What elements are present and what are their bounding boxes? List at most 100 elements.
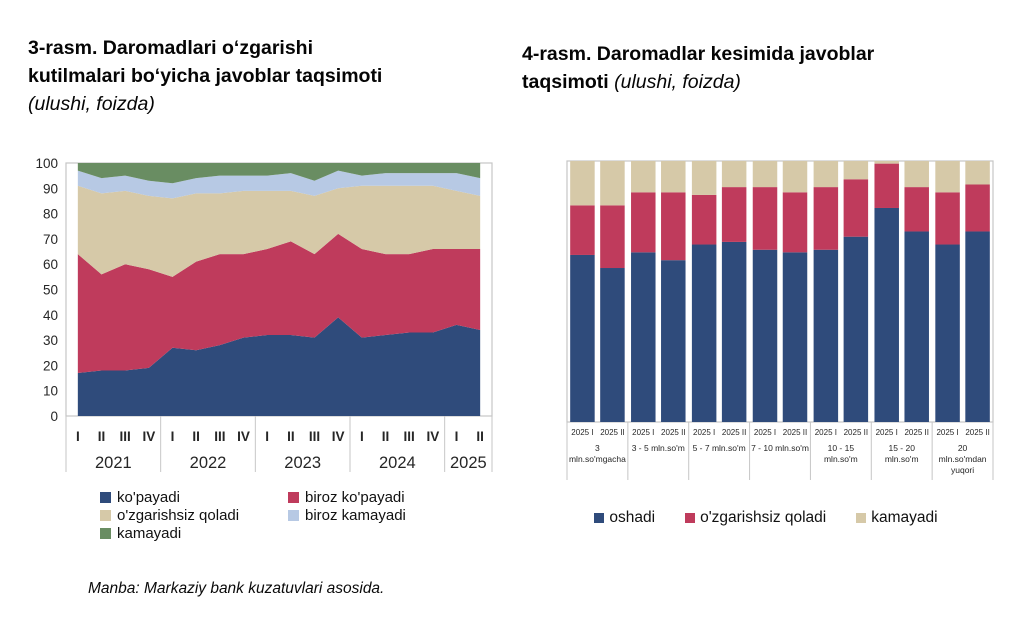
group-label: 20 <box>958 443 968 453</box>
bar-segment-2 <box>813 161 839 188</box>
legend-item-4: kamayadi <box>100 525 288 542</box>
year-label: 2025 <box>450 454 487 472</box>
left-title-line2: kutilmalari boʻyicha javoblar taqsimoti <box>28 65 383 87</box>
quarter-label: IV <box>237 429 250 444</box>
bar-label: 2025 II <box>600 428 624 437</box>
bar-segment-2 <box>935 161 960 193</box>
y-tick-label: 20 <box>43 358 58 373</box>
bar-segment-1 <box>935 192 960 245</box>
bar-label: 2025 II <box>965 428 989 437</box>
bar-label: 2025 I <box>632 428 654 437</box>
bar-segment-2 <box>965 161 990 185</box>
legend-swatch-icon <box>100 528 111 539</box>
plot-border <box>566 160 994 423</box>
bar-label: 2025 II <box>844 428 868 437</box>
quarter-label: I <box>265 429 269 444</box>
bar-segment-1 <box>813 187 839 250</box>
bar-segment-2 <box>691 161 717 195</box>
legend-item-2: kamayadi <box>856 509 938 527</box>
bar-segment-0 <box>721 241 747 422</box>
bar-label: 2025 I <box>571 428 593 437</box>
quarter-label: IV <box>142 429 155 444</box>
quarter-label: II <box>192 429 200 444</box>
group-label: mln.so'mgacha <box>569 454 626 464</box>
bar-segment-1 <box>965 184 990 232</box>
bar-segment-2 <box>631 161 656 193</box>
left-chart-title: 3-rasm. Daromadlari oʻzgarishi kutilmala… <box>28 34 510 118</box>
bar-segment-1 <box>874 163 899 208</box>
quarter-label: II <box>382 429 390 444</box>
area-series-1 <box>77 233 481 373</box>
bar-segment-2 <box>874 161 899 164</box>
legend-item-0: ko'payadi <box>100 489 288 506</box>
bar-segment-1 <box>782 192 808 253</box>
legend-label: biroz kamayadi <box>305 507 406 524</box>
bar-segment-2 <box>752 161 778 188</box>
group-label: yuqori <box>951 465 974 475</box>
bar-segment-0 <box>874 207 899 422</box>
bar-segment-1 <box>570 205 595 255</box>
bar-segment-2 <box>570 161 595 206</box>
area-series-4 <box>77 163 481 184</box>
bar-segment-0 <box>661 260 686 422</box>
bar-segment-2 <box>782 161 808 193</box>
legend-label: kamayadi <box>117 525 182 542</box>
quarter-label: III <box>120 429 131 444</box>
group-label: mln.so'm <box>885 454 919 464</box>
legend-swatch-icon <box>856 513 867 523</box>
group-label: 3 <box>595 443 600 453</box>
y-tick-label: 50 <box>43 283 58 298</box>
group-label: 5 - 7 mln.so'm <box>693 443 746 453</box>
bar-segment-1 <box>600 205 625 269</box>
area-series-2 <box>77 185 481 277</box>
legend-item-1: o'zgarishsiz qoladi <box>685 509 826 527</box>
group-label: 15 - 20 <box>888 443 915 453</box>
y-tick-label: 10 <box>43 384 58 399</box>
quarter-label: I <box>171 429 175 444</box>
bar-label: 2025 I <box>936 428 958 437</box>
legend-label: o'zgarishsiz qoladi <box>700 509 827 526</box>
y-tick-label: 70 <box>43 232 58 247</box>
y-tick-label: 0 <box>50 409 58 424</box>
year-label: 2021 <box>95 454 132 472</box>
bar-label: 2025 II <box>904 428 928 437</box>
quarter-label: I <box>455 429 459 444</box>
quarter-label: IV <box>426 429 439 444</box>
legend-item-0: oshadi <box>594 509 655 527</box>
bar-segment-1 <box>904 187 929 232</box>
bar-label: 2025 II <box>722 428 746 437</box>
quarter-label: II <box>98 429 106 444</box>
bar-segment-0 <box>813 249 839 422</box>
y-tick-label: 60 <box>43 257 58 272</box>
area-series-3 <box>77 170 481 199</box>
bar-label: 2025 I <box>754 428 776 437</box>
bar-segment-0 <box>782 252 808 422</box>
bar-label: 2025 I <box>815 428 837 437</box>
bar-segment-0 <box>965 231 990 422</box>
y-tick-label: 40 <box>43 308 58 323</box>
bar-segment-1 <box>752 187 778 250</box>
quarter-label: III <box>404 429 415 444</box>
legend-swatch-icon <box>288 510 299 521</box>
legend-label: ko'payadi <box>117 489 180 506</box>
bar-segment-2 <box>600 161 625 206</box>
bar-segment-1 <box>843 179 869 237</box>
bar-chart-legend: oshadi o'zgarishsiz qoladi kamayadi <box>522 509 1010 527</box>
right-chart-title: 4-rasm. Daromadlar kesimida javoblar taq… <box>522 40 1016 96</box>
source-note: Manba: Markaziy bank kuzatuvlari asosida… <box>88 580 385 597</box>
legend-swatch-icon <box>288 492 299 503</box>
bar-segment-0 <box>843 236 869 422</box>
bar-label: 2025 I <box>876 428 898 437</box>
bar-segment-2 <box>661 161 686 193</box>
year-label: 2024 <box>379 454 416 472</box>
quarter-label: II <box>476 429 484 444</box>
quarter-label: III <box>309 429 320 444</box>
bar-segment-0 <box>935 244 960 422</box>
quarter-label: IV <box>332 429 345 444</box>
legend-item-2: o'zgarishsiz qoladi <box>100 507 288 524</box>
area-chart-legend: ko'payadi biroz ko'payadi o'zgarishsiz qol… <box>100 489 406 542</box>
bar-segment-2 <box>904 161 929 188</box>
quarter-label: II <box>287 429 295 444</box>
left-title-line1: 3-rasm. Daromadlari oʻzgarishi <box>28 37 314 59</box>
